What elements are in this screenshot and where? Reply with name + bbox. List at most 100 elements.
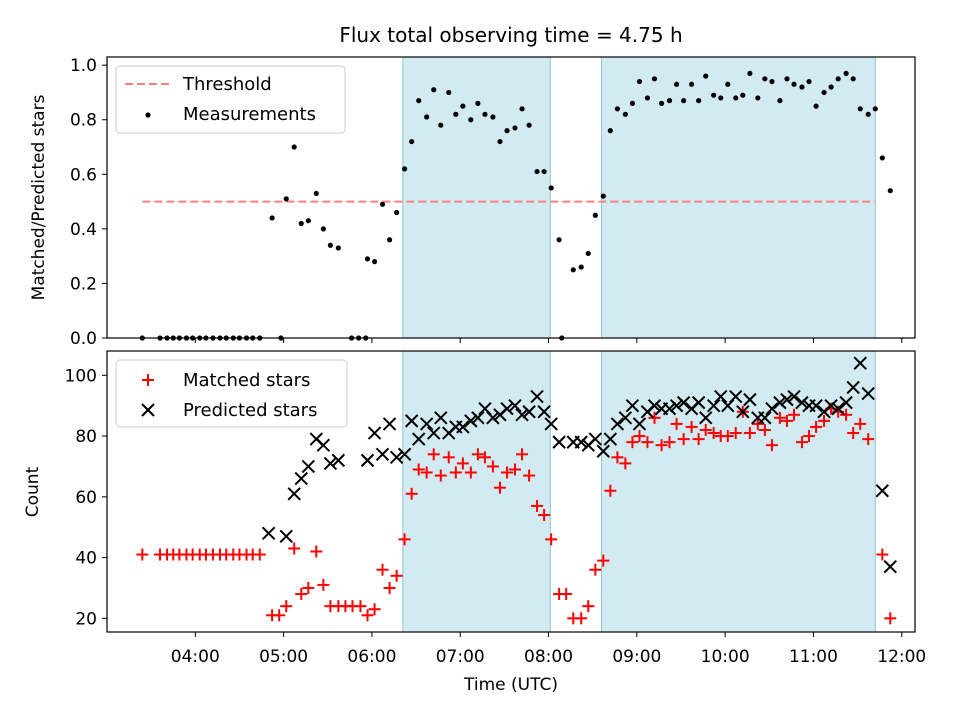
- predicted-stars-point: [537, 405, 551, 419]
- predicted-stars-point: [625, 398, 640, 413]
- legend-measurements-swatch: [145, 112, 151, 118]
- legend-matched-swatch: [142, 374, 154, 386]
- measurements-point: [431, 87, 437, 93]
- matched-stars-point: [390, 569, 403, 582]
- predicted-stars-point: [323, 456, 338, 471]
- matched-stars-point: [876, 548, 889, 561]
- predicted-stars-point: [795, 395, 809, 410]
- bottom-axes-frame: [106, 350, 916, 633]
- predicted-stars-point: [743, 392, 757, 407]
- measurements-point: [850, 76, 856, 82]
- predicted-stars-point: [691, 395, 706, 410]
- bottom-ytick-label: 40: [75, 549, 97, 569]
- measurements-point: [424, 114, 430, 120]
- measurements-point: [585, 250, 591, 257]
- measurements-point: [784, 76, 790, 82]
- matched-stars-point: [604, 484, 617, 497]
- predicted-stars-point: [471, 411, 485, 425]
- matched-stars-point: [317, 578, 330, 591]
- measurements-point: [327, 242, 334, 248]
- matched-stars-point: [434, 469, 447, 482]
- legend-predicted-label: Predicted stars: [183, 400, 317, 421]
- matched-stars-point: [361, 609, 374, 622]
- predicted-stars-point: [618, 411, 633, 425]
- predicted-stars-point: [316, 438, 331, 452]
- matched-stars-point: [398, 533, 411, 546]
- top-ytick-label: 1.0: [70, 56, 97, 76]
- matched-stars-point: [280, 600, 293, 613]
- xtick-label: 09:00: [612, 647, 661, 667]
- predicted-stars-point: [375, 447, 390, 461]
- matched-stars-point: [354, 600, 367, 613]
- measurements-point: [592, 212, 598, 218]
- xtick-label: 07:00: [436, 647, 485, 667]
- predicted-stars-point: [397, 447, 412, 461]
- matched-stars-point: [619, 457, 632, 470]
- matched-stars-point: [560, 588, 573, 601]
- matched-stars-point: [765, 439, 778, 452]
- predicted-stars-point: [714, 389, 728, 404]
- matched-stars-point: [758, 423, 771, 436]
- predicted-stars-point: [544, 417, 558, 431]
- matched-stars-point: [575, 612, 588, 625]
- matched-stars-point: [751, 417, 764, 430]
- predicted-stars-point: [596, 444, 610, 458]
- measurements-point: [644, 95, 651, 101]
- legend-threshold-label: Threshold: [182, 74, 272, 95]
- measurements-point: [556, 237, 562, 243]
- measurements-point: [622, 111, 628, 117]
- matched-stars-point: [545, 533, 558, 546]
- measurements-point: [688, 81, 695, 87]
- measurements-point: [607, 128, 613, 134]
- predicted-stars-point: [780, 392, 794, 407]
- measurements-point: [504, 128, 510, 134]
- measurements-point: [475, 100, 481, 106]
- measurements-point: [401, 166, 408, 172]
- matched-stars-point: [288, 542, 301, 555]
- xtick-label: 06:00: [347, 647, 396, 667]
- top-panel: 0.0 0.2 0.4 0.6 0.8 1.0 Matched/Predicted sta…: [29, 56, 916, 349]
- measurements-point: [666, 98, 673, 104]
- measurements-point: [673, 81, 680, 87]
- predicted-stars-point: [515, 408, 529, 422]
- top-ytick-label: 0.4: [70, 220, 97, 240]
- measurements-point: [799, 84, 805, 90]
- predicted-stars-point: [574, 435, 588, 449]
- matched-stars-point: [253, 548, 266, 561]
- matched-stars-point: [420, 466, 433, 479]
- measurements-point: [740, 92, 746, 98]
- measurements-point: [570, 267, 576, 273]
- predicted-stars-point: [464, 414, 478, 428]
- predicted-stars-point: [831, 402, 845, 416]
- predicted-stars-point: [787, 389, 801, 404]
- measurements-point: [791, 81, 797, 87]
- xtick-label: 08:00: [524, 647, 573, 667]
- matched-stars-point: [818, 414, 831, 427]
- top-ytick-label: 0.0: [70, 329, 97, 349]
- predicted-stars-point: [875, 484, 890, 498]
- measurements-point: [409, 138, 415, 145]
- matched-stars-point: [788, 408, 801, 421]
- measurements-point: [386, 237, 393, 243]
- predicted-stars-point: [301, 459, 316, 474]
- matched-stars-point: [795, 436, 808, 449]
- bottom-ytick-label: 20: [75, 609, 97, 629]
- predicted-stars-point: [846, 380, 860, 395]
- measurements-point: [512, 125, 518, 131]
- measurements-point: [379, 201, 386, 207]
- measurements-point: [446, 89, 452, 96]
- legend-measurements-label: Measurements: [183, 104, 316, 125]
- matched-stars-point: [508, 463, 521, 476]
- matched-stars-point: [626, 436, 639, 449]
- predicted-stars-point: [669, 398, 684, 413]
- predicted-stars-point: [287, 487, 301, 501]
- matched-stars-point: [405, 487, 418, 500]
- predicted-stars-point: [699, 411, 713, 425]
- matched-stars-point: [412, 463, 425, 476]
- predicted-stars-point: [522, 405, 536, 419]
- measurements-point: [629, 100, 636, 106]
- predicted-stars-point: [279, 529, 293, 544]
- predicted-stars-point: [412, 432, 426, 446]
- matched-stars-point: [295, 588, 308, 601]
- measurements-point: [651, 76, 658, 82]
